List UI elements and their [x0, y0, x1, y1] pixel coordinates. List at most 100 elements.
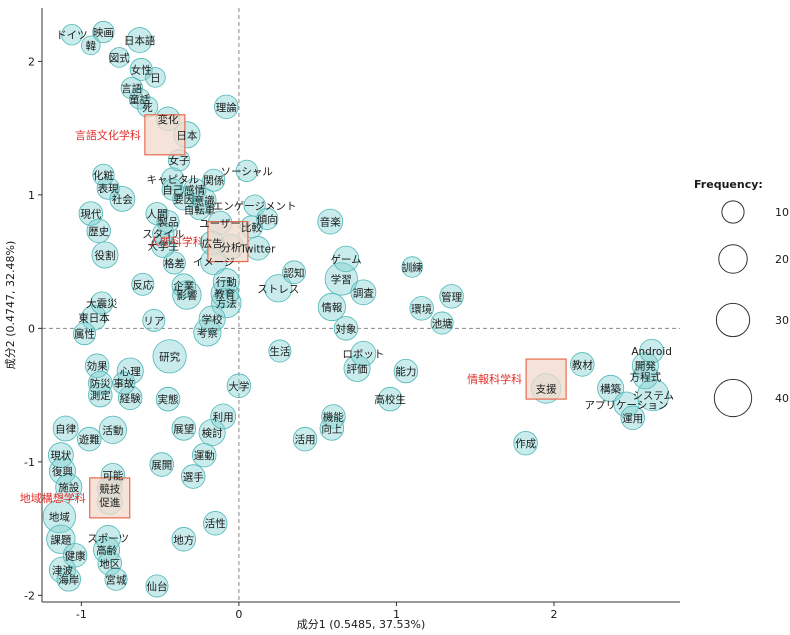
word-label: 地区 [99, 557, 120, 570]
word-label: スタイル [142, 229, 184, 241]
word-bubble [181, 464, 206, 489]
word-bubble [333, 316, 359, 341]
word-label: 関係 [203, 175, 224, 187]
legend-circle [715, 302, 751, 338]
word-label: 役割 [95, 249, 116, 262]
word-label: 実態 [158, 393, 179, 406]
word-label: 図式 [109, 51, 130, 64]
word-label: 教育 [214, 288, 235, 301]
category-box [525, 358, 567, 400]
word-bubble [317, 208, 344, 235]
word-label: 方法 [216, 297, 237, 310]
word-label: 測定 [90, 389, 111, 402]
word-label: 童話 [129, 93, 150, 106]
word-bubble [631, 352, 659, 380]
word-label: 高齢 [96, 544, 117, 557]
word-label: 展望 [173, 422, 194, 435]
word-bubble [96, 176, 120, 200]
word-label: Twitter [239, 243, 276, 255]
word-bubble [171, 416, 196, 441]
word-label: 評価 [347, 362, 368, 375]
word-label: アプリケーション [585, 399, 669, 411]
word-bubble [171, 527, 196, 552]
word-label: 日本 [176, 129, 197, 142]
word-label: 利用 [213, 411, 234, 423]
word-bubble [264, 274, 293, 303]
word-label: 効果 [87, 360, 108, 373]
word-bubble [97, 551, 122, 576]
word-label: 仙台 [146, 580, 167, 593]
word-label: 傾向 [257, 213, 278, 226]
legend-circle [718, 244, 748, 274]
word-label: 大震災 [86, 297, 118, 310]
word-bubble [91, 241, 119, 269]
x-axis-label: 成分1 (0.5485, 37.53%) [297, 618, 426, 631]
x-tick-label: 0 [235, 608, 242, 621]
word-label: 管理 [441, 290, 462, 303]
word-bubble [637, 378, 670, 412]
y-axis-ticks: 2 1 0 -1 -2 [24, 55, 42, 602]
word-bubble [268, 339, 292, 363]
category-label: 言語文化学科 [75, 128, 141, 142]
word-bubble [73, 322, 97, 346]
word-label: リア [143, 315, 164, 327]
word-bubble [108, 47, 130, 68]
word-bubble [332, 245, 360, 273]
legend-value-label: 20 [775, 253, 789, 266]
word-label: 言語 [121, 82, 142, 95]
word-bubble [212, 268, 240, 296]
word-label: 宮城 [106, 573, 127, 586]
legend-circle [713, 378, 753, 418]
word-bubble [112, 371, 136, 395]
word-bubble [235, 159, 258, 182]
word-label: 格差 [164, 257, 185, 270]
word-label: 開発 [635, 360, 656, 373]
word-label: 復興 [52, 465, 73, 478]
word-label: 現代 [80, 209, 101, 221]
y-tick-label: 2 [28, 55, 35, 68]
word-bubble [129, 57, 153, 81]
word-label: ロボット [342, 349, 384, 361]
word-bubble [409, 296, 434, 321]
word-label: 経験 [120, 392, 141, 405]
word-bubble [203, 511, 228, 536]
word-label: 比較 [241, 221, 262, 234]
category-label: 地域構想学科 [20, 491, 86, 505]
word-bubble [439, 284, 464, 309]
word-bubble [613, 391, 640, 418]
word-label: Android [631, 346, 672, 358]
word-bubble [570, 352, 595, 377]
word-label: 向上 [321, 422, 342, 435]
word-label: 行動 [216, 276, 237, 289]
word-label: 社会 [112, 193, 133, 206]
word-label: 競技 [99, 483, 120, 496]
word-label: 高校生 [374, 393, 406, 406]
word-bubble [86, 218, 111, 244]
word-bubble [513, 430, 538, 456]
x-tick-label: 1 [393, 608, 400, 621]
word-bubble [92, 20, 115, 44]
word-bubble [171, 273, 196, 298]
word-bubble [282, 260, 306, 285]
word-label: 能力 [395, 365, 416, 378]
word-label: 構築 [600, 382, 621, 395]
category-box [207, 220, 249, 263]
word-bubble [55, 473, 83, 501]
word-bubble [118, 385, 143, 410]
word-label: 課題 [50, 533, 71, 546]
word-bubble [198, 418, 226, 446]
word-label: 自己 [162, 184, 183, 197]
word-label: キャピタル [147, 174, 200, 186]
word-label: 人間 [146, 209, 167, 221]
word-label: 活用 [295, 434, 316, 446]
word-bubble [126, 27, 153, 53]
word-label: 学習 [331, 273, 352, 286]
x-tick-label: -1 [76, 608, 87, 621]
word-bubbles [42, 20, 670, 598]
word-bubble [324, 262, 358, 296]
word-bubble [98, 415, 127, 444]
word-label: 池塘 [432, 317, 453, 330]
word-label: 分析 [221, 241, 242, 254]
reference-lines [42, 8, 680, 602]
